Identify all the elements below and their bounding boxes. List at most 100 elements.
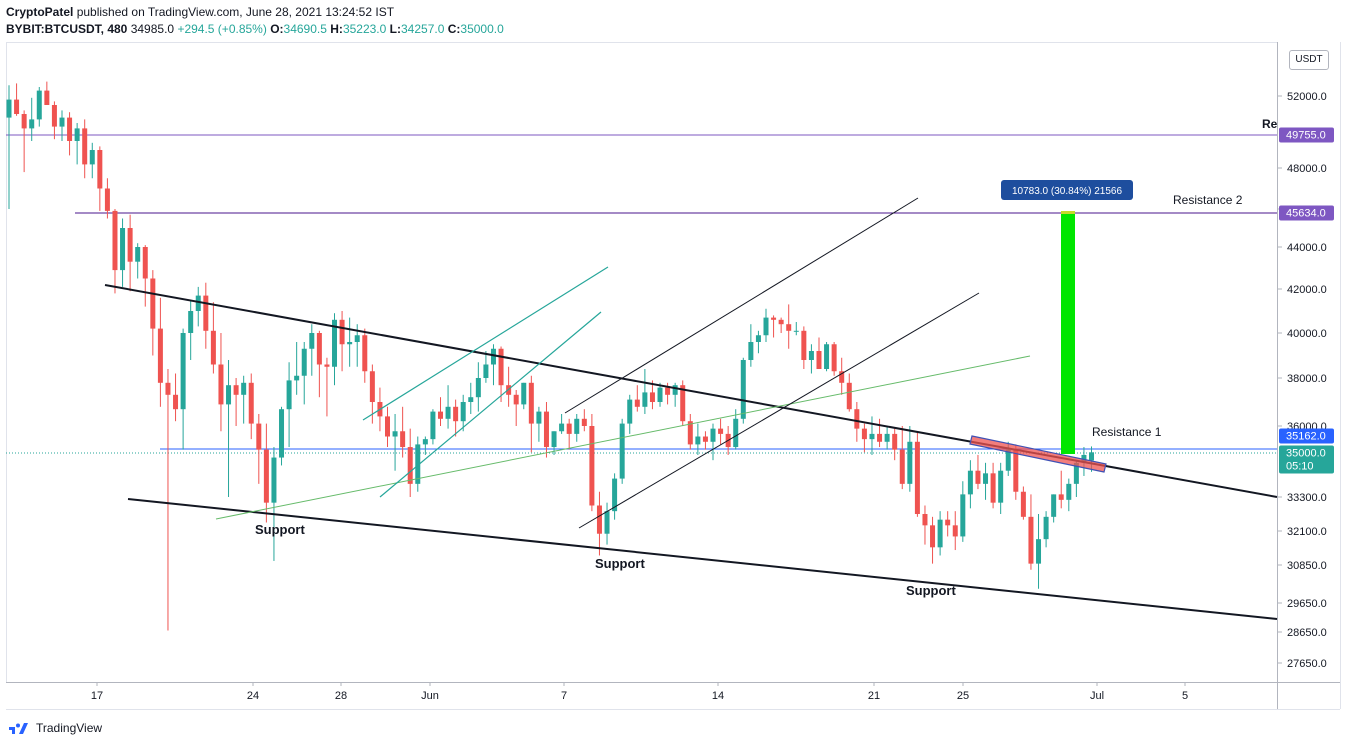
candle[interactable] <box>907 426 913 492</box>
candle[interactable] <box>695 423 701 455</box>
candle[interactable] <box>990 462 996 509</box>
candle[interactable] <box>899 426 905 490</box>
candle[interactable] <box>930 516 936 564</box>
candle[interactable] <box>877 418 883 448</box>
black-channel-upper[interactable] <box>564 197 919 414</box>
candle[interactable] <box>831 342 837 376</box>
candle[interactable] <box>649 380 655 410</box>
candle[interactable] <box>960 481 966 542</box>
candle[interactable] <box>59 110 65 141</box>
candle[interactable] <box>702 431 708 450</box>
candle[interactable] <box>816 337 822 370</box>
author-name[interactable]: CryptoPatel <box>6 5 74 19</box>
candle[interactable] <box>884 426 890 450</box>
candle[interactable] <box>574 414 580 442</box>
candle[interactable] <box>475 362 481 412</box>
candle[interactable] <box>74 123 80 165</box>
candle[interactable] <box>801 326 807 369</box>
candle[interactable] <box>786 304 792 349</box>
time-axis[interactable]: 17 24 28 Jun 7 14 21 25 Jul 5 <box>91 682 1188 702</box>
candle[interactable] <box>793 322 799 336</box>
candle[interactable] <box>203 282 209 349</box>
candle[interactable] <box>286 362 292 448</box>
candle[interactable] <box>218 333 224 432</box>
candle[interactable] <box>89 142 95 179</box>
candle[interactable] <box>339 311 345 372</box>
candle[interactable] <box>21 110 27 173</box>
candle[interactable] <box>36 87 42 127</box>
candle[interactable] <box>763 308 769 342</box>
candle[interactable] <box>14 83 20 116</box>
candle[interactable] <box>983 462 989 500</box>
candle[interactable] <box>271 447 277 561</box>
candle[interactable] <box>1028 494 1034 570</box>
candle[interactable] <box>839 357 845 395</box>
green-trendline[interactable] <box>215 355 1031 520</box>
candle[interactable] <box>210 302 216 374</box>
candle[interactable] <box>1043 511 1049 548</box>
candle[interactable] <box>892 428 898 461</box>
descending-trendline-lower[interactable] <box>127 498 1278 620</box>
candle[interactable] <box>657 382 663 407</box>
candle[interactable] <box>604 502 610 545</box>
candle[interactable] <box>778 317 784 333</box>
teal-channel-upper[interactable] <box>362 266 609 421</box>
candle[interactable] <box>581 409 587 432</box>
candle[interactable] <box>301 342 307 405</box>
candle[interactable] <box>559 414 565 434</box>
candle[interactable] <box>241 375 247 424</box>
candle[interactable] <box>188 300 194 360</box>
candle[interactable] <box>316 330 322 398</box>
candle[interactable] <box>248 373 254 440</box>
candle[interactable] <box>1051 494 1057 523</box>
candle[interactable] <box>543 402 549 458</box>
candle[interactable] <box>97 146 103 211</box>
candle[interactable] <box>67 112 73 156</box>
candle[interactable] <box>490 344 496 386</box>
candle[interactable] <box>506 366 512 407</box>
candle[interactable] <box>150 270 156 356</box>
candle[interactable] <box>528 375 534 453</box>
candle[interactable] <box>612 473 618 520</box>
candle[interactable] <box>967 460 973 509</box>
candle[interactable] <box>733 409 739 450</box>
candle[interactable] <box>998 462 1004 514</box>
candle[interactable] <box>536 406 542 442</box>
candle[interactable] <box>157 297 163 407</box>
candle[interactable] <box>347 317 353 367</box>
candle[interactable] <box>165 369 171 631</box>
candle[interactable] <box>1036 514 1042 589</box>
candle[interactable] <box>1058 470 1064 509</box>
candle[interactable] <box>596 491 602 556</box>
candle[interactable] <box>680 380 686 426</box>
candle[interactable] <box>51 101 57 140</box>
candle[interactable] <box>937 511 943 556</box>
candle[interactable] <box>483 351 489 383</box>
candle[interactable] <box>1020 486 1026 520</box>
candle[interactable] <box>748 324 754 367</box>
candle[interactable] <box>566 418 572 450</box>
candle[interactable] <box>195 286 201 327</box>
candle[interactable] <box>362 328 368 383</box>
candle[interactable] <box>400 406 406 458</box>
candle[interactable] <box>180 328 186 450</box>
candle[interactable] <box>82 119 88 179</box>
candle[interactable] <box>861 423 867 453</box>
candle[interactable] <box>226 360 232 497</box>
candle[interactable] <box>6 85 12 209</box>
candle[interactable] <box>468 382 474 414</box>
candle[interactable] <box>29 97 35 141</box>
candle[interactable] <box>112 209 118 294</box>
candle[interactable] <box>589 414 595 512</box>
candle[interactable] <box>718 418 724 445</box>
candle[interactable] <box>127 214 133 292</box>
candle[interactable] <box>142 245 148 307</box>
candle[interactable] <box>710 423 716 461</box>
candle[interactable] <box>453 399 459 437</box>
symbol-label[interactable]: BYBIT:BTCUSDT, 480 <box>6 22 128 36</box>
candle[interactable] <box>627 394 633 434</box>
candle[interactable] <box>392 414 398 471</box>
measure-bar[interactable] <box>1061 211 1075 454</box>
candle[interactable] <box>279 406 285 466</box>
